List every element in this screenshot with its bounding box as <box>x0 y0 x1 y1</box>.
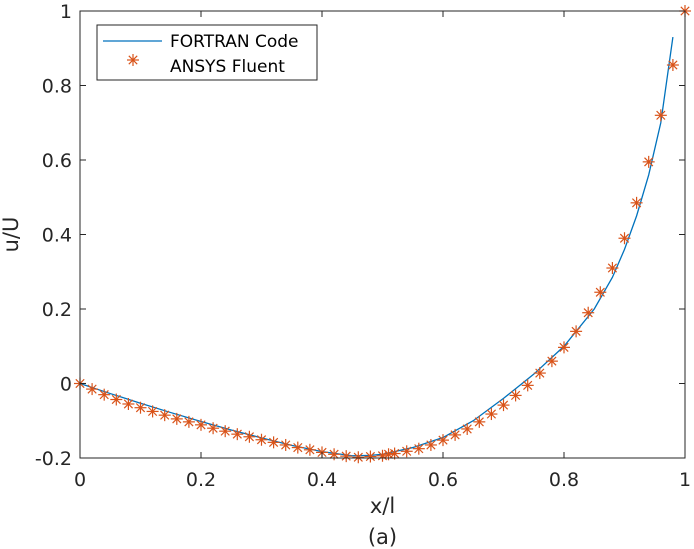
data-point-ansys <box>473 415 486 428</box>
data-point-ansys <box>195 418 207 431</box>
data-point-ansys <box>170 412 183 425</box>
data-point-ansys <box>400 445 413 458</box>
data-point-ansys <box>98 388 111 401</box>
data-point-ansys <box>255 433 268 446</box>
y-tick-label: -0.2 <box>35 448 72 470</box>
data-point-ansys <box>666 59 679 72</box>
data-point-ansys <box>570 325 583 338</box>
y-tick-label: 0.8 <box>42 76 72 98</box>
data-point-ansys <box>122 397 135 410</box>
data-point-ansys <box>110 393 123 406</box>
data-point-ansys <box>291 441 304 454</box>
data-point-ansys <box>424 438 437 451</box>
x-tick-label: 1 <box>679 469 691 491</box>
data-point-ansys <box>449 428 462 441</box>
y-tick-label: 0.6 <box>42 150 72 172</box>
legend: FORTRAN Code ANSYS Fluent <box>96 24 318 81</box>
x-tick-label: 0 <box>74 469 86 491</box>
y-tick-label: 0.2 <box>42 299 72 321</box>
x-tick-label: 0.8 <box>549 469 579 491</box>
ticks-layer: 0 0.2 0.4 0.6 0.8 1-0.200.20.40.60.81 <box>35 1 691 491</box>
data-point-ansys <box>618 232 631 245</box>
legend-box <box>96 24 318 81</box>
data-point-ansys <box>485 408 498 421</box>
data-point-ansys <box>207 422 220 435</box>
data-point-ansys <box>654 109 667 122</box>
legend-label-fortran: FORTRAN Code <box>170 32 299 52</box>
data-point-ansys <box>437 434 449 447</box>
data-point-ansys <box>412 442 425 455</box>
data-point-ansys <box>158 409 171 422</box>
data-point-ansys <box>146 405 159 418</box>
data-point-ansys <box>461 422 474 435</box>
y-tick-label: 0.4 <box>42 225 72 247</box>
data-point-ansys <box>533 367 546 380</box>
y-tick-label: 0 <box>60 374 72 396</box>
data-point-ansys <box>545 355 558 368</box>
data-point-ansys <box>558 341 570 354</box>
data-point-ansys <box>630 196 643 209</box>
y-tick-label: 1 <box>60 1 72 23</box>
data-point-ansys <box>352 451 365 464</box>
data-point-ansys <box>267 436 280 449</box>
data-point-ansys <box>243 430 256 443</box>
series-layer <box>74 5 691 464</box>
data-point-ansys <box>134 401 147 414</box>
data-point-ansys <box>279 438 292 451</box>
legend-asterisk-marker <box>127 54 139 66</box>
x-tick-label: 0.2 <box>186 469 216 491</box>
data-point-ansys <box>521 379 534 392</box>
data-point-ansys <box>231 428 244 441</box>
data-point-ansys <box>642 155 655 168</box>
x-axis-title: x/l <box>370 494 395 518</box>
y-axis-title: u/U <box>0 217 23 253</box>
data-point-ansys <box>303 443 316 456</box>
data-point-ansys <box>582 306 595 319</box>
data-point-ansys <box>364 450 377 463</box>
data-point-ansys <box>86 383 99 396</box>
data-point-ansys <box>509 389 522 402</box>
data-point-ansys <box>497 399 510 412</box>
legend-label-ansys: ANSYS Fluent <box>170 57 285 77</box>
data-point-ansys <box>219 425 232 438</box>
data-point-ansys <box>340 450 353 463</box>
data-point-ansys <box>594 286 607 299</box>
plot-area <box>80 11 685 458</box>
caption: (a) <box>368 525 397 549</box>
x-tick-label: 0.4 <box>307 469 337 491</box>
x-tick-label: 0.6 <box>428 469 458 491</box>
data-point-ansys <box>606 262 619 275</box>
data-point-ansys <box>182 415 195 428</box>
